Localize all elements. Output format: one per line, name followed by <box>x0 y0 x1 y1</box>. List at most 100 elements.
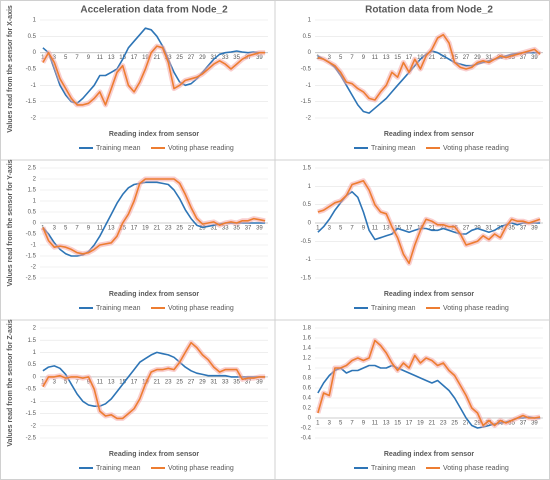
x-tick-label: 29 <box>474 55 481 61</box>
highlight <box>315 338 541 428</box>
legend-label: Training mean <box>371 465 416 472</box>
y-tick-label: -0.2 <box>301 426 312 432</box>
legend-label: Training mean <box>96 465 141 472</box>
y-tick-label: 0.5 <box>303 202 312 208</box>
x-tick-label: 35 <box>233 379 240 385</box>
x-tick-label: 11 <box>372 55 379 61</box>
x-tick-label: 3 <box>328 421 332 427</box>
x-tick-label: 35 <box>508 421 515 427</box>
x-tick-label: 31 <box>211 226 218 232</box>
x-tick-label: 7 <box>75 379 79 385</box>
y-tick-label: 2.5 <box>28 166 37 172</box>
x-tick-label: 23 <box>165 226 172 232</box>
y-tick-label: 1 <box>33 199 37 205</box>
x-axis-label: Reading index from sensor <box>384 451 475 458</box>
y-tick-label: 0 <box>33 221 37 227</box>
x-tick-label: 39 <box>531 55 538 61</box>
x-tick-label: 11 <box>372 226 379 232</box>
y-tick-label: -1.5 <box>26 99 37 105</box>
x-tick-label: 21 <box>154 55 161 61</box>
y-tick-label: 1 <box>308 366 312 372</box>
x-tick-label: 29 <box>199 226 206 232</box>
x-axis-label: Reading index from sensor <box>109 451 200 458</box>
y-tick-label: -2 <box>31 423 37 429</box>
x-tick-label: 37 <box>520 55 527 61</box>
y-tick-label: -1 <box>31 83 37 89</box>
y-tick-label: 1.8 <box>303 326 312 332</box>
y-tick-label: -0.5 <box>301 239 312 245</box>
y-tick-label: 0 <box>33 50 37 56</box>
x-tick-label: 21 <box>429 55 436 61</box>
x-tick-label: 31 <box>486 226 493 232</box>
series-line <box>317 191 541 241</box>
x-tick-label: 5 <box>339 421 343 427</box>
series-line <box>317 364 541 429</box>
x-tick-label: 29 <box>199 379 206 385</box>
series-line <box>317 180 541 265</box>
y-tick-label: -1 <box>306 83 312 89</box>
y-tick-label: 0.2 <box>303 406 312 412</box>
legend-label: Training mean <box>96 145 141 152</box>
x-tick-label: 27 <box>188 55 195 61</box>
x-tick-label: 31 <box>486 55 493 61</box>
x-tick-label: 9 <box>87 226 91 232</box>
y-tick-label: 0 <box>308 221 312 227</box>
x-tick-label: 15 <box>394 421 401 427</box>
y-tick-label: 1.5 <box>28 188 37 194</box>
series-line <box>42 45 266 106</box>
x-tick-label: 35 <box>233 226 240 232</box>
x-axis-label: Reading index from sensor <box>109 291 200 298</box>
x-tick-label: 37 <box>245 226 252 232</box>
x-tick-label: 15 <box>119 379 126 385</box>
y-tick-label: 0.5 <box>28 34 37 40</box>
x-tick-label: 29 <box>474 421 481 427</box>
x-tick-label: 11 <box>97 379 104 385</box>
x-tick-label: 29 <box>199 55 206 61</box>
x-tick-label: 21 <box>429 421 436 427</box>
series-line <box>42 178 266 255</box>
y-tick-label: -2 <box>31 116 37 122</box>
y-tick-label: 1.5 <box>303 166 312 172</box>
x-tick-label: 17 <box>131 379 138 385</box>
x-tick-label: 9 <box>362 421 366 427</box>
x-tick-label: 13 <box>108 55 115 61</box>
x-tick-label: 13 <box>383 55 390 61</box>
series-line <box>317 339 541 427</box>
x-tick-label: 25 <box>176 226 183 232</box>
x-tick-label: 7 <box>350 55 354 61</box>
x-tick-label: 13 <box>383 421 390 427</box>
x-tick-label: 1 <box>316 421 320 427</box>
x-tick-label: 11 <box>372 421 379 427</box>
y-tick-label: -1.5 <box>26 254 37 260</box>
x-tick-label: 39 <box>256 226 263 232</box>
y-tick-label: 0 <box>308 416 312 422</box>
x-tick-label: 27 <box>188 379 195 385</box>
y-tick-label: -1 <box>306 257 312 263</box>
x-tick-label: 3 <box>53 226 57 232</box>
y-tick-label: -1 <box>31 243 37 249</box>
legend-label: Voting phase reading <box>168 145 234 152</box>
y-tick-label: 1.2 <box>303 356 312 362</box>
x-tick-label: 33 <box>222 379 229 385</box>
legend-label: Voting phase reading <box>443 145 509 152</box>
x-tick-label: 27 <box>463 226 470 232</box>
y-tick-label: -2.5 <box>26 276 37 282</box>
x-axis-label: Reading index from sensor <box>384 291 475 298</box>
y-tick-label: 0 <box>308 50 312 56</box>
x-tick-label: 21 <box>429 226 436 232</box>
x-tick-label: 9 <box>87 55 91 61</box>
y-tick-label: -1.5 <box>301 276 312 282</box>
x-axis-label: Reading index from sensor <box>109 131 200 138</box>
y-tick-label: -2.5 <box>26 436 37 442</box>
x-tick-label: 25 <box>176 55 183 61</box>
x-tick-label: 37 <box>520 226 527 232</box>
y-tick-label: 0.8 <box>303 376 312 382</box>
legend-label: Voting phase reading <box>168 465 234 472</box>
y-tick-label: 1 <box>308 184 312 190</box>
y-tick-label: 0.5 <box>303 34 312 40</box>
y-tick-label: 1.6 <box>303 336 312 342</box>
y-tick-label: 0 <box>33 374 37 380</box>
x-tick-label: 25 <box>451 421 458 427</box>
legend-label: Training mean <box>96 305 141 312</box>
x-tick-label: 13 <box>383 226 390 232</box>
